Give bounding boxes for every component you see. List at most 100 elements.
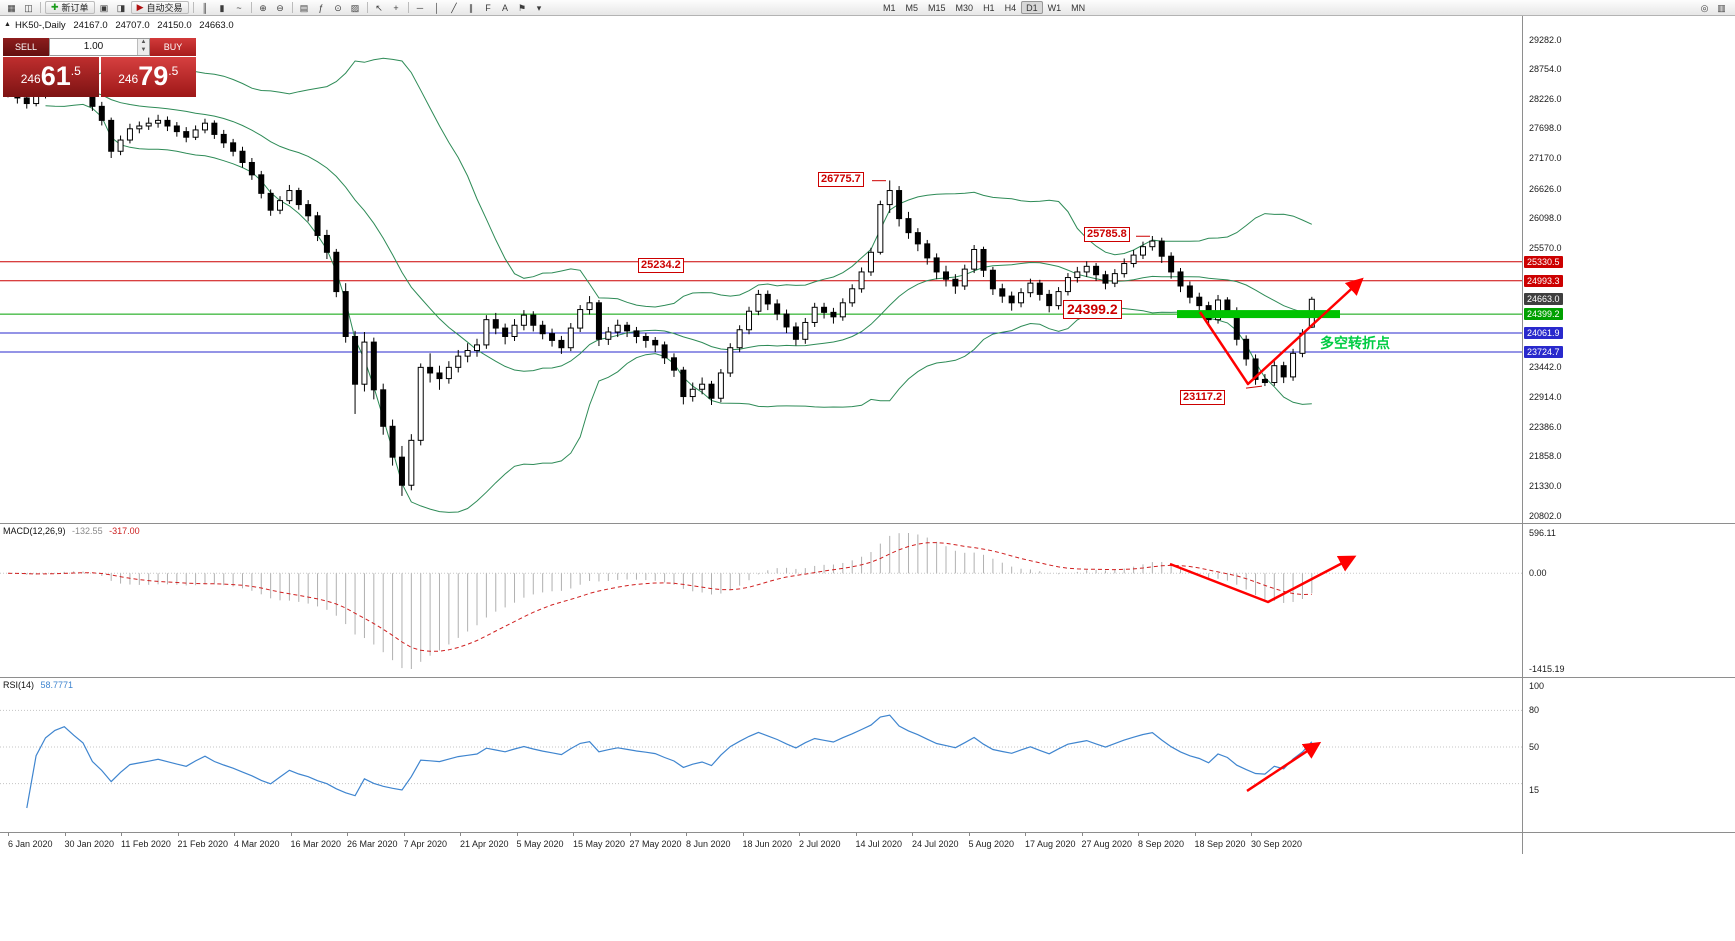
rsi-trend-arrow[interactable] xyxy=(1246,741,1322,792)
date-label: 8 Sep 2020 xyxy=(1138,839,1185,849)
line-chart-icon[interactable]: ~ xyxy=(236,3,242,13)
timeframe-w1[interactable]: W1 xyxy=(1047,3,1062,13)
candle xyxy=(943,265,949,287)
timeframe-d1[interactable]: D1 xyxy=(1021,1,1043,14)
price-chart-canvas[interactable] xyxy=(0,16,1522,523)
date-label: 21 Feb 2020 xyxy=(177,839,229,849)
zoom-out-icon[interactable]: ⊖ xyxy=(276,3,284,13)
candle xyxy=(1149,236,1156,251)
cursor-icon[interactable]: ↖ xyxy=(375,3,383,13)
candle xyxy=(867,247,874,276)
date-tick xyxy=(799,833,800,836)
horizontal-levels[interactable] xyxy=(0,261,1522,353)
rsi-chart-canvas[interactable] xyxy=(0,678,1522,832)
timeframe-h1[interactable]: H1 xyxy=(983,3,995,13)
candlestick-chart-icon[interactable]: ▮ xyxy=(219,3,225,13)
crosshair-icon[interactable]: + xyxy=(393,3,399,13)
buy-price-button[interactable]: 246 79 .5 xyxy=(100,57,196,97)
new-chart-icon[interactable]: ▦ xyxy=(7,3,16,13)
zoom-in-icon[interactable]: ⊕ xyxy=(259,3,267,13)
date-tick xyxy=(64,833,66,836)
sell-price-big-digits: 61 xyxy=(40,61,71,91)
date-label: 30 Jan 2020 xyxy=(64,839,115,849)
new-order-button[interactable]: ✚ 新订单 xyxy=(45,1,95,14)
price-callout-26775.7[interactable]: 26775.7 xyxy=(818,171,864,187)
macd-main-value: -132.55 xyxy=(72,526,103,536)
profiles-icon[interactable]: ◫ xyxy=(24,3,33,13)
channel-icon[interactable]: ∥ xyxy=(468,3,474,13)
candle xyxy=(502,323,509,345)
support-highlight-bar[interactable] xyxy=(1177,310,1340,319)
candle xyxy=(398,445,405,496)
volume-field[interactable]: 1.00 ▲ ▼ xyxy=(49,38,150,56)
date-label: 21 Apr 2020 xyxy=(460,839,509,849)
candle xyxy=(520,310,527,331)
macd-indicator-panel[interactable]: MACD(12,26,9) -132.55 -317.00 596.11 0.00… xyxy=(0,523,1735,677)
candle xyxy=(108,117,115,158)
date-tick xyxy=(1081,833,1083,836)
navigator-icon[interactable]: ◨ xyxy=(116,3,126,13)
candle xyxy=(755,289,762,316)
sell-button[interactable]: SELL xyxy=(3,38,49,56)
arrow-objects-icon[interactable]: ⚑ xyxy=(517,3,527,13)
price-callout-24399.2[interactable]: 24399.2 xyxy=(1063,300,1122,320)
date-label: 17 Aug 2020 xyxy=(1025,839,1076,849)
trade-panel-toggle-icon[interactable]: ▲ xyxy=(4,21,11,28)
text-label-icon[interactable]: A xyxy=(501,3,508,13)
macd-trend-arrow[interactable] xyxy=(1169,555,1357,604)
horizontal-line-icon[interactable]: ─ xyxy=(416,3,424,13)
trend-arrow-v[interactable] xyxy=(1198,277,1364,386)
buy-price-big-digits: 79 xyxy=(138,61,169,91)
date-tick xyxy=(234,833,235,836)
price-chart-panel[interactable]: ▲ HK50-,Daily 24167.0 24707.0 24150.0 24… xyxy=(0,16,1735,523)
volume-decrease-button[interactable]: ▼ xyxy=(138,47,149,55)
timeframe-m15[interactable]: M15 xyxy=(928,3,946,13)
candle xyxy=(652,337,659,353)
toolbar-separator xyxy=(291,2,293,13)
search-icon[interactable]: ◎ xyxy=(1700,3,1709,13)
candle xyxy=(877,200,884,255)
candle xyxy=(924,239,931,265)
rsi-indicator-panel[interactable]: RSI(14) 58.7771 100 80 50 15 xyxy=(0,677,1735,832)
date-tick xyxy=(629,833,631,836)
date-label: 4 Mar 2020 xyxy=(234,839,280,849)
auto-trading-button[interactable]: ▶ 自动交易 xyxy=(130,1,189,14)
periods-icon[interactable]: ⊙ xyxy=(334,3,342,13)
bar-chart-icon[interactable]: ║ xyxy=(201,3,209,13)
candle xyxy=(1046,289,1053,313)
timeframe-h4[interactable]: H4 xyxy=(1004,3,1017,13)
candle xyxy=(1280,361,1287,384)
templates-icon[interactable]: ▨ xyxy=(350,3,360,13)
trendline-icon[interactable]: ╱ xyxy=(451,3,457,13)
candle xyxy=(1027,278,1034,298)
timeframe-mn[interactable]: MN xyxy=(1071,3,1086,13)
market-watch-icon[interactable]: ▣ xyxy=(99,3,109,13)
chart-ohlc-header: HK50-,Daily 24167.0 24707.0 24150.0 2466… xyxy=(15,20,239,31)
date-label: 14 Jul 2020 xyxy=(855,839,903,849)
timeframe-m1[interactable]: M1 xyxy=(883,3,896,13)
price-callout-25785.8[interactable]: 25785.8 xyxy=(1084,227,1130,243)
fibonacci-icon[interactable]: F xyxy=(485,3,491,13)
volume-increase-button[interactable]: ▲ xyxy=(138,39,149,47)
toolbar-separator xyxy=(250,2,252,13)
objects-dropdown-icon[interactable]: ▾ xyxy=(536,3,542,13)
candle xyxy=(1252,354,1259,385)
buy-button[interactable]: BUY xyxy=(150,38,196,56)
price-callout-25234.2[interactable]: 25234.2 xyxy=(638,258,684,274)
data-window-icon[interactable]: ▥ xyxy=(1717,3,1726,13)
timeframe-m30[interactable]: M30 xyxy=(955,3,974,13)
candle xyxy=(577,305,584,332)
volume-value[interactable]: 1.00 xyxy=(83,41,104,52)
timeframe-m5[interactable]: M5 xyxy=(905,3,919,13)
candle xyxy=(1243,335,1250,366)
candle xyxy=(905,211,912,239)
candle xyxy=(1018,288,1025,308)
sell-price-button[interactable]: 246 61 .5 xyxy=(3,57,99,97)
tile-windows-icon[interactable]: ▤ xyxy=(299,3,309,13)
macd-chart-canvas[interactable] xyxy=(0,524,1522,677)
candle xyxy=(933,253,940,280)
price-callout-23117.2[interactable]: 23117.2 xyxy=(1180,390,1226,406)
turning-point-annotation[interactable]: 多空转折点 xyxy=(1320,335,1390,351)
vertical-line-icon[interactable]: │ xyxy=(434,3,440,13)
indicators-icon[interactable]: ƒ xyxy=(318,3,324,13)
